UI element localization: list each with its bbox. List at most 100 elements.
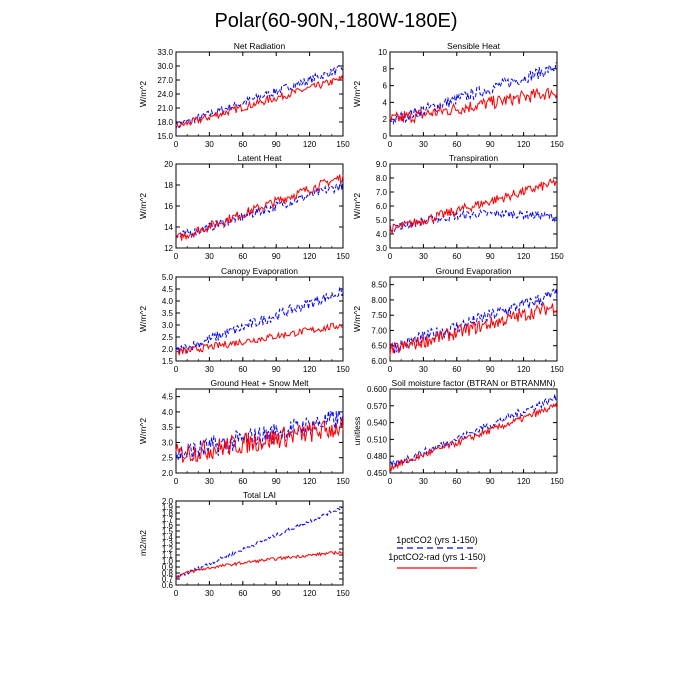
y-tick-label: 0 (383, 132, 388, 141)
panel-net-radiation: Net Radiation W/m^2 0 30 60 90 120 150 15.0 18.0 2… (138, 41, 350, 149)
y-tick-label: 2 (383, 115, 388, 124)
legend-label-1pctco2-rad: 1pctCO2-rad (yrs 1-150) (388, 552, 486, 562)
series-line-1pctco2-rad (175, 417, 344, 463)
x-tick-label: 90 (272, 252, 281, 261)
series-line-1pctco2-rad (175, 74, 344, 129)
plot-frame (175, 276, 344, 362)
series-line-1pctco2-rad (175, 174, 344, 241)
x-tick-label: 150 (336, 252, 350, 261)
x-tick-label: 120 (303, 252, 317, 261)
series-line-1pctco2 (175, 410, 344, 461)
y-tick-label: 1.4 (162, 533, 174, 542)
y-tick-label: 1.2 (162, 545, 174, 554)
y-tick-label: 18 (164, 181, 173, 190)
y-tick-label: 1.6 (162, 521, 174, 530)
y-tick-label: 1.5 (162, 527, 174, 536)
x-tick-label: 0 (174, 365, 179, 374)
y-tick-label: 6 (383, 82, 388, 91)
y-axis-label: W/m^2 (138, 81, 148, 107)
x-tick-label: 150 (550, 365, 564, 374)
y-tick-label: 0.570 (367, 402, 388, 411)
y-axis-label: W/m^2 (352, 306, 362, 332)
x-tick-label: 120 (517, 252, 531, 261)
y-tick-label: 2.0 (162, 345, 174, 354)
x-tick-label: 60 (452, 252, 461, 261)
y-tick-label: 5.0 (162, 273, 174, 282)
x-tick-label: 0 (388, 365, 393, 374)
y-tick-label: 6.00 (371, 357, 387, 366)
y-tick-label: 6.50 (371, 342, 387, 351)
x-tick-label: 30 (205, 589, 214, 598)
series-line-1pctco2 (175, 506, 344, 580)
series-line-1pctco2-rad (175, 322, 344, 356)
y-tick-label: 27.0 (157, 76, 173, 85)
y-tick-label: 3.5 (162, 423, 174, 432)
x-tick-label: 150 (550, 140, 564, 149)
y-tick-label: 0.6 (162, 581, 174, 590)
plot-frame (175, 388, 344, 474)
y-tick-label: 33.0 (157, 48, 173, 57)
x-tick-label: 60 (452, 140, 461, 149)
x-tick-label: 150 (336, 140, 350, 149)
legend-label-1pctco2: 1pctCO2 (yrs 1-150) (396, 535, 478, 545)
x-tick-label: 120 (517, 477, 531, 486)
panel-title: Sensible Heat (447, 41, 501, 51)
panel-title: Latent Heat (238, 153, 283, 163)
x-tick-label: 150 (550, 252, 564, 261)
x-tick-label: 30 (205, 252, 214, 261)
x-tick-label: 0 (174, 589, 179, 598)
x-tick-label: 150 (336, 365, 350, 374)
x-tick-label: 90 (272, 477, 281, 486)
series-line-1pctco2 (175, 286, 344, 354)
y-tick-label: 8.00 (371, 296, 387, 305)
y-tick-label: 2.0 (162, 469, 174, 478)
y-tick-label: 0.480 (367, 452, 388, 461)
panel-title: Net Radiation (234, 41, 286, 51)
y-tick-label: 0.540 (367, 419, 388, 428)
x-tick-label: 0 (388, 477, 393, 486)
y-tick-label: 4.0 (162, 408, 174, 417)
x-tick-label: 90 (486, 477, 495, 486)
page-title: Polar(60-90N,-180W-180E) (214, 10, 457, 32)
series-line-1pctco2 (175, 65, 344, 130)
panel-title: Soil moisture factor (BTRAN or BTRANMN) (392, 378, 556, 388)
panel-canopy-evaporation: Canopy Evaporation W/m^2 0 30 60 90 120 150 1.5 2… (138, 266, 350, 374)
x-tick-label: 120 (303, 477, 317, 486)
y-tick-label: 9.0 (376, 160, 388, 169)
x-tick-label: 30 (419, 477, 428, 486)
x-tick-label: 60 (238, 477, 247, 486)
panel-transpiration: Transpiration W/m^2 0 30 60 90 120 150 3.0 4.0 5.0… (352, 153, 564, 261)
panel-title: Transpiration (449, 153, 499, 163)
panel-ground-heat-snow-melt: Ground Heat + Snow Melt W/m^2 0 30 60 90 120 15… (138, 378, 350, 486)
x-tick-label: 0 (388, 252, 393, 261)
y-tick-label: 0.510 (367, 435, 388, 444)
y-tick-label: 15.0 (157, 132, 173, 141)
panel-title: Total LAI (243, 490, 276, 500)
y-tick-label: 4.5 (162, 285, 174, 294)
y-tick-label: 8.0 (376, 174, 388, 183)
y-axis-label: W/m^2 (138, 306, 148, 332)
y-tick-label: 0.9 (162, 563, 174, 572)
x-tick-label: 60 (238, 365, 247, 374)
y-axis-label: m2/m2 (138, 530, 148, 556)
x-tick-label: 60 (452, 365, 461, 374)
y-axis-label: W/m^2 (138, 418, 148, 444)
series-line-1pctco2 (389, 288, 558, 354)
y-tick-label: 4.0 (376, 230, 388, 239)
x-tick-label: 30 (205, 477, 214, 486)
y-tick-label: 2.5 (162, 333, 174, 342)
y-tick-label: 6.0 (376, 202, 388, 211)
x-tick-label: 0 (388, 140, 393, 149)
series-line-1pctco2-rad (389, 302, 558, 357)
y-tick-label: 18.0 (157, 118, 173, 127)
x-tick-label: 30 (419, 252, 428, 261)
panel-latent-heat: Latent Heat W/m^2 0 30 60 90 120 150 12 14 16 18 20 (138, 153, 350, 261)
y-tick-label: 10 (378, 48, 387, 57)
x-tick-label: 150 (336, 589, 350, 598)
y-axis-label: W/m^2 (138, 193, 148, 219)
panel-title: Ground Evaporation (435, 266, 511, 276)
x-tick-label: 30 (205, 140, 214, 149)
y-axis-label: W/m^2 (352, 81, 362, 107)
y-tick-label: 8.50 (371, 281, 387, 290)
